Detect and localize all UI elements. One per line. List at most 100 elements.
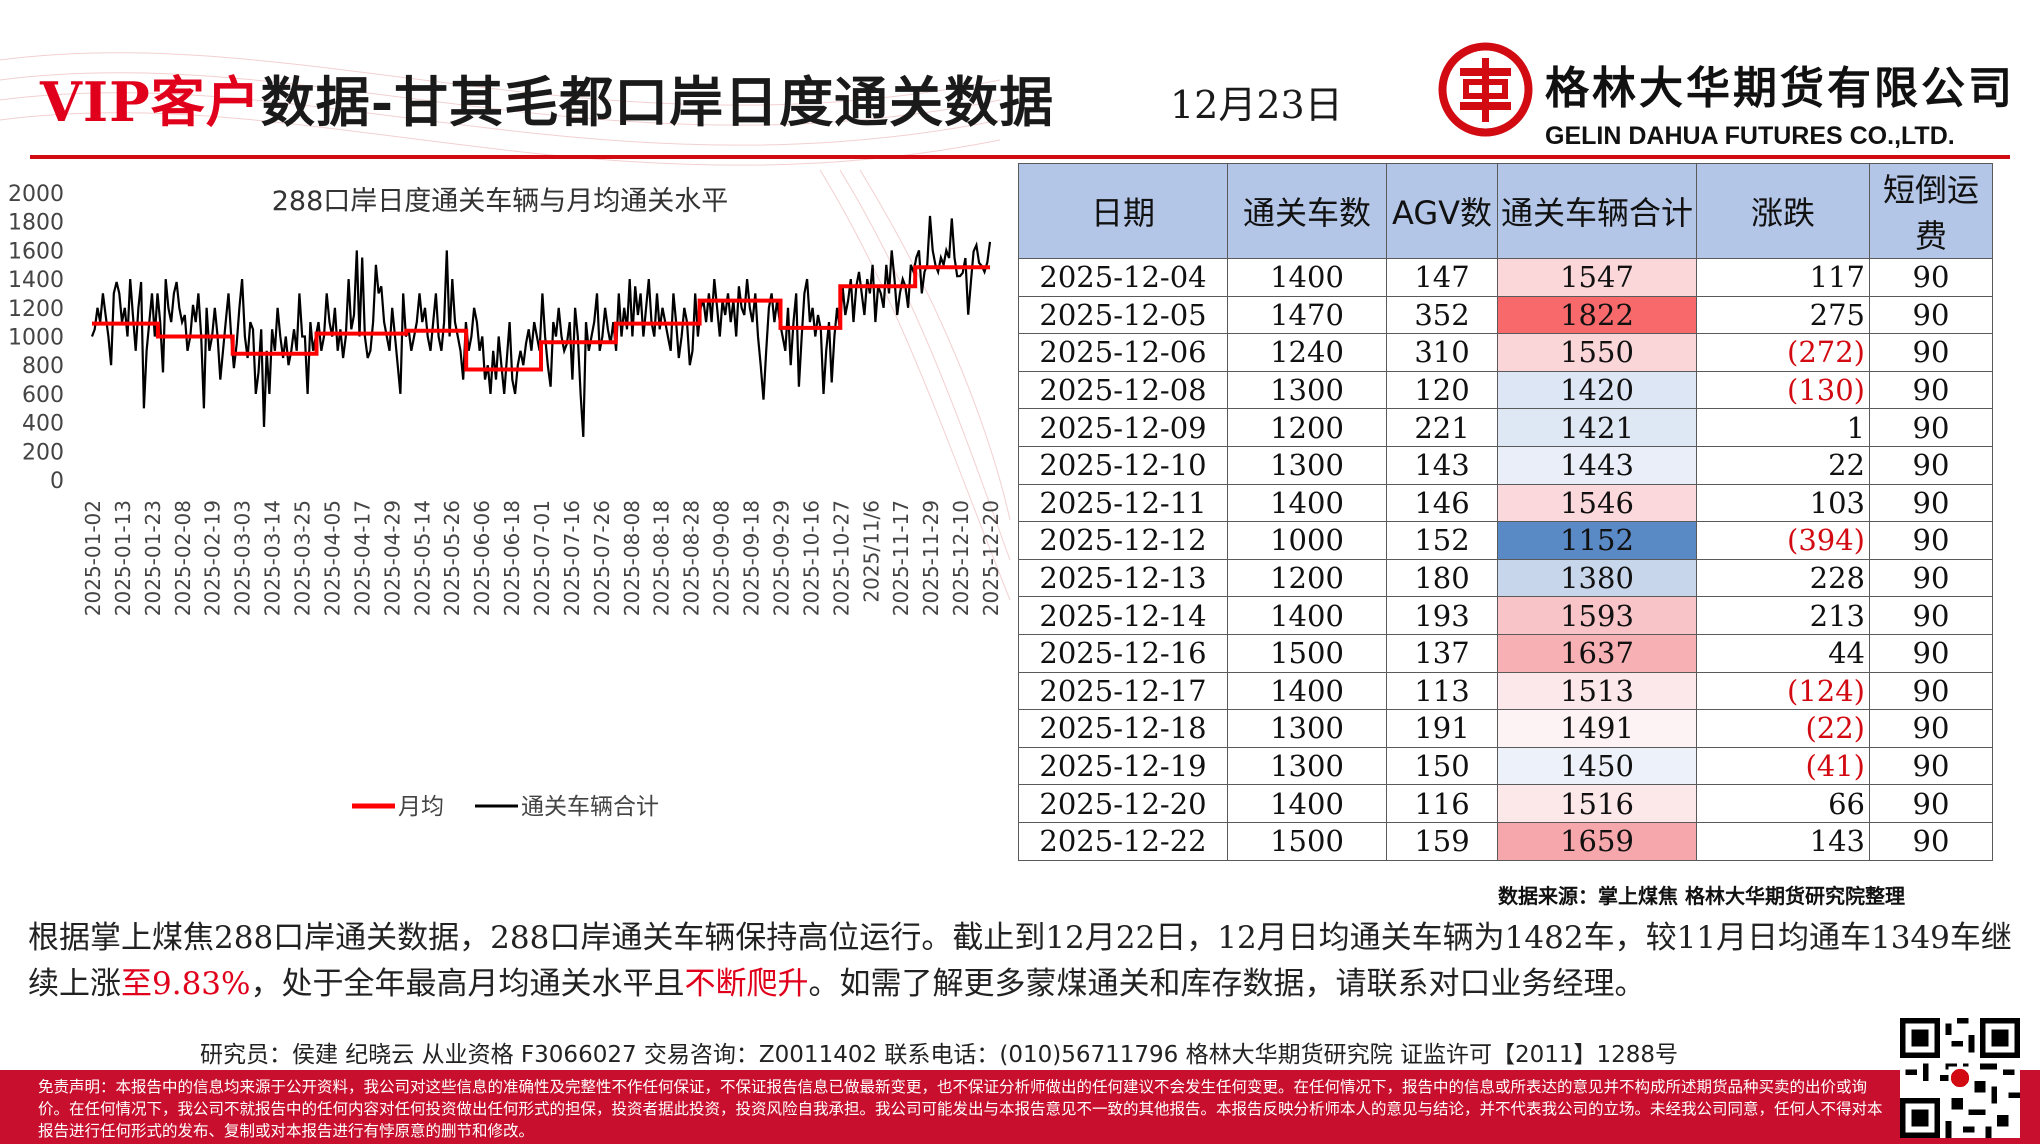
cell-total: 1152 <box>1497 521 1697 560</box>
cell-date: 2025-12-05 <box>1018 295 1228 335</box>
x-tick-label: 2025-08-08 <box>620 500 644 616</box>
x-tick-label: 2025-07-16 <box>560 500 584 616</box>
cell-freight: 90 <box>1869 709 1993 748</box>
cell-agv: 152 <box>1386 521 1498 560</box>
cell-total: 1659 <box>1497 821 1697 861</box>
x-tick-label: 2025/11/6 <box>859 500 883 603</box>
cell-change: 228 <box>1696 558 1870 598</box>
x-tick-label: 2025-10-16 <box>799 500 823 616</box>
cell-date: 2025-12-08 <box>1018 370 1228 410</box>
x-tick-label: 2025-06-18 <box>500 500 524 616</box>
cell-cars: 1400 <box>1227 671 1387 711</box>
x-tick-label: 2025-09-08 <box>710 500 734 616</box>
cell-change: (41) <box>1696 746 1870 786</box>
footer-contact: 研究员：侯建 纪晓云 从业资格 F3066027 交易咨询：Z0011402 联… <box>200 1042 1679 1068</box>
x-tick-label: 2025-09-18 <box>740 500 764 616</box>
col-header-total: 通关车辆合计 <box>1497 163 1697 259</box>
cell-date: 2025-12-20 <box>1018 784 1228 823</box>
cell-cars: 1200 <box>1227 408 1387 447</box>
cell-freight: 90 <box>1869 671 1993 711</box>
cell-agv: 150 <box>1386 746 1498 786</box>
header-divider <box>30 155 2010 159</box>
col-header-cars: 通关车数 <box>1227 163 1387 259</box>
cell-cars: 1500 <box>1227 633 1387 673</box>
table-row: 2025-12-19 1300 150 1450 (41) 90 <box>1018 746 1993 786</box>
cell-freight: 90 <box>1869 746 1993 786</box>
cell-freight: 90 <box>1869 258 1993 297</box>
y-tick-label: 600 <box>22 383 64 408</box>
cell-change: (130) <box>1696 370 1870 410</box>
cell-change: 44 <box>1696 633 1870 673</box>
company-name-en: GELIN DAHUA FUTURES CO.,LTD. <box>1545 122 1955 150</box>
line-chart: 288口岸日度通关车辆与月均通关水平 0 200 400 600 800 1000 1200… <box>8 182 1003 820</box>
data-source: 数据来源：掌上煤焦 格林大华期货研究院整理 <box>1498 884 1905 908</box>
x-tick-label: 2025-07-26 <box>590 500 614 616</box>
table-row: 2025-12-13 1200 180 1380 228 90 <box>1018 558 1993 598</box>
cell-total: 1550 <box>1497 333 1697 372</box>
summary-paragraph: 根据掌上煤焦288口岸通关数据，288口岸通关车辆保持高位运行。截止到12月22… <box>28 915 2018 1007</box>
x-tick-label: 2025-12-20 <box>979 500 1003 616</box>
cell-freight: 90 <box>1869 445 1993 485</box>
cell-freight: 90 <box>1869 633 1993 673</box>
cell-freight: 90 <box>1869 333 1993 372</box>
table-row: 2025-12-08 1300 120 1420 (130) 90 <box>1018 370 1993 410</box>
y-tick-label: 1000 <box>8 326 64 351</box>
cell-freight: 90 <box>1869 558 1993 598</box>
cell-total: 1547 <box>1497 258 1697 297</box>
cell-total: 1450 <box>1497 746 1697 786</box>
y-tick-label: 800 <box>22 354 64 379</box>
table-row: 2025-12-17 1400 113 1513 (124) 90 <box>1018 671 1993 711</box>
x-tick-label: 2025-03-03 <box>231 500 255 616</box>
cell-agv: 146 <box>1386 483 1498 523</box>
cell-change: (394) <box>1696 521 1870 560</box>
cell-agv: 116 <box>1386 784 1498 823</box>
cell-total: 1593 <box>1497 596 1697 635</box>
cell-total: 1516 <box>1497 784 1697 823</box>
page-title: VIP客户数据-甘其毛都口岸日度通关数据 <box>40 58 1054 137</box>
summary-highlight-2: 不断爬升 <box>684 966 809 1002</box>
x-tick-label: 2025-03-14 <box>261 500 285 616</box>
cell-total: 1420 <box>1497 370 1697 410</box>
table-row: 2025-12-11 1400 146 1546 103 90 <box>1018 483 1993 523</box>
y-tick-label: 400 <box>22 412 64 437</box>
x-tick-label: 2025-08-18 <box>650 500 674 616</box>
x-tick-label: 2025-08-28 <box>680 500 704 616</box>
company-name-cn: 格林大华期货有限公司 <box>1545 63 2015 114</box>
cell-agv: 159 <box>1386 821 1498 861</box>
cell-date: 2025-12-06 <box>1018 333 1228 372</box>
x-tick-label: 2025-11-17 <box>889 500 913 616</box>
title-vip: VIP客户 <box>40 70 261 134</box>
y-tick-label: 1600 <box>8 239 64 264</box>
disclaimer-text: 免责声明：本报告中的信息均来源于公开资料，我公司对这些信息的准确性及完整性不作任… <box>38 1078 1883 1140</box>
cell-date: 2025-12-12 <box>1018 521 1228 560</box>
cell-cars: 1240 <box>1227 333 1387 372</box>
x-tick-label: 2025-05-14 <box>410 500 434 616</box>
cell-agv: 147 <box>1386 258 1498 297</box>
table-row: 2025-12-22 1500 159 1659 143 90 <box>1018 821 1993 861</box>
cell-freight: 90 <box>1869 295 1993 335</box>
cell-total: 1822 <box>1497 295 1697 335</box>
x-tick-label: 2025-10-27 <box>829 500 853 616</box>
cell-change: (124) <box>1696 671 1870 711</box>
table-row: 2025-12-05 1470 352 1822 275 90 <box>1018 295 1993 335</box>
cell-agv: 352 <box>1386 295 1498 335</box>
cell-change: 66 <box>1696 784 1870 823</box>
table-header-row: 日期 通关车数 AGV数 通关车辆合计 涨跌 短倒运费 <box>1018 163 1993 259</box>
y-tick-label: 2000 <box>8 182 64 207</box>
cell-cars: 1300 <box>1227 746 1387 786</box>
x-tick-label: 2025-05-26 <box>440 500 464 616</box>
cell-date: 2025-12-04 <box>1018 258 1228 297</box>
table-row: 2025-12-06 1240 310 1550 (272) 90 <box>1018 333 1993 372</box>
x-tick-label: 2025-04-17 <box>350 500 374 616</box>
company-logo-icon <box>1438 42 1533 137</box>
y-tick-label: 0 <box>50 469 64 494</box>
x-tick-label: 2025-04-05 <box>320 500 344 616</box>
cell-total: 1546 <box>1497 483 1697 523</box>
cell-cars: 1400 <box>1227 784 1387 823</box>
summary-highlight-1: 至9.83% <box>121 966 251 1002</box>
x-tick-label: 2025-04-29 <box>380 500 404 616</box>
table-row: 2025-12-10 1300 143 1443 22 90 <box>1018 445 1993 485</box>
cell-cars: 1400 <box>1227 258 1387 297</box>
title-main: 数据-甘其毛都口岸日度通关数据 <box>260 70 1055 134</box>
cell-freight: 90 <box>1869 596 1993 635</box>
